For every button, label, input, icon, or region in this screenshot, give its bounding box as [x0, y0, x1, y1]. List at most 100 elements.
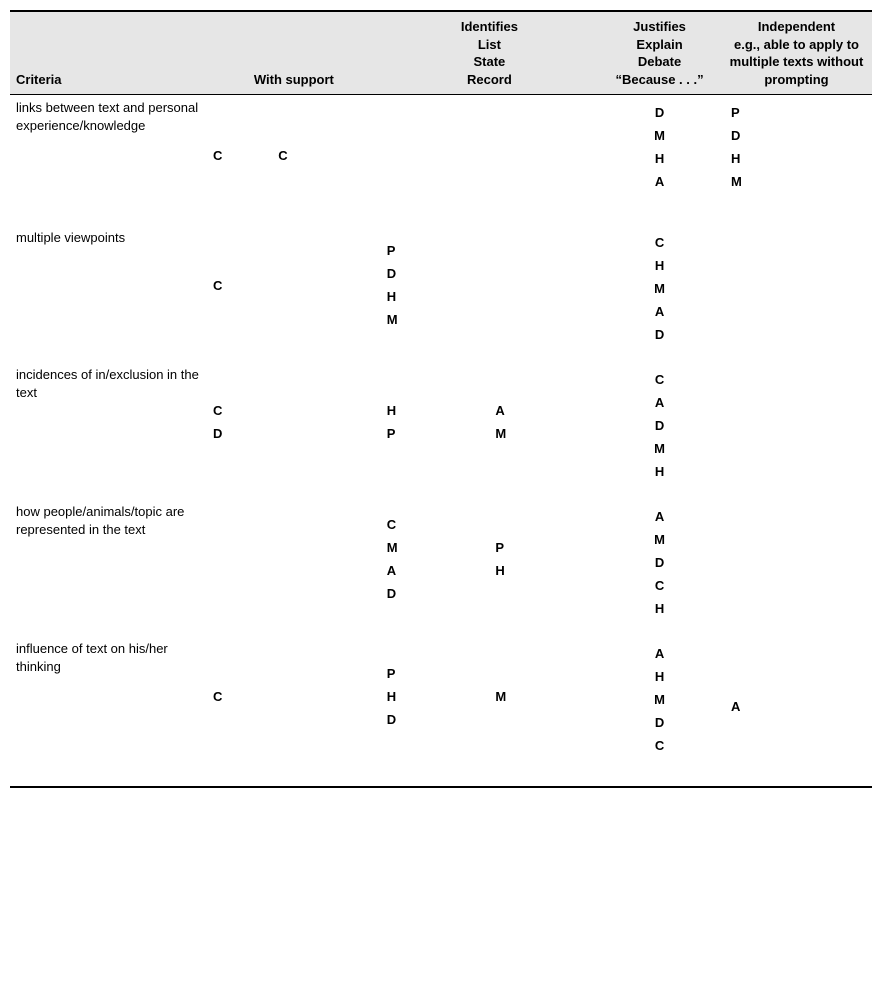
identifies-a-stack-item: H	[387, 289, 396, 304]
col-identifies-l2: List	[387, 36, 592, 54]
support-col-b	[272, 225, 380, 362]
identifies-b-stack-item: A	[495, 403, 504, 418]
identifies-a-stack: CMAD	[387, 509, 484, 609]
support-col-b	[272, 636, 380, 787]
support-b-stack-item: C	[278, 148, 287, 163]
identifies-a-stack-item: P	[387, 426, 396, 441]
justifies-stack-item: C	[655, 372, 664, 387]
identifies-a-stack-item: M	[387, 312, 398, 327]
justifies-stack-item: C	[655, 738, 664, 753]
support-b-stack: C	[278, 105, 374, 205]
justifies-stack-item: H	[655, 258, 664, 273]
identifies-col-a	[381, 95, 490, 226]
col-justifies-l4: “Because . . .”	[604, 71, 715, 89]
identifies-b-stack-item: M	[495, 689, 506, 704]
justifies-stack-item: D	[655, 715, 664, 730]
support-b-stack	[278, 235, 374, 335]
independent-stack-item: H	[731, 151, 740, 166]
criteria-cell: multiple viewpoints	[10, 225, 207, 362]
support-col-a: C	[207, 95, 272, 226]
criteria-cell: influence of text on his/her thinking	[10, 636, 207, 787]
support-col-b	[272, 362, 380, 499]
justifies-col: CADMH	[598, 362, 721, 499]
support-a-stack	[213, 509, 266, 609]
identifies-a-stack-item: M	[387, 540, 398, 555]
independent-col	[721, 225, 872, 362]
justifies-stack-item: H	[655, 151, 664, 166]
col-justifies: Justifies Explain Debate “Because . . .”	[598, 11, 721, 95]
justifies-stack: CADMH	[650, 372, 670, 479]
col-independent-l2: e.g., able to apply to	[727, 36, 866, 54]
justifies-stack-item: M	[654, 441, 665, 456]
identifies-b-stack	[495, 105, 592, 205]
identifies-a-stack-item: P	[387, 666, 396, 681]
col-justifies-l3: Debate	[604, 53, 715, 71]
justifies-stack-item: D	[655, 555, 664, 570]
identifies-a-stack-item: P	[387, 243, 396, 258]
support-col-a: C	[207, 225, 272, 362]
col-identifies-l1: Identifies	[387, 18, 592, 36]
identifies-b-stack: PH	[495, 509, 592, 609]
justifies-col: AMDCH	[598, 499, 721, 636]
justifies-stack-item: D	[655, 327, 664, 342]
justifies-col: AHMDC	[598, 636, 721, 787]
support-a-stack: C	[213, 105, 266, 205]
support-a-stack-item: C	[213, 403, 222, 418]
identifies-col-b	[489, 225, 598, 362]
identifies-a-stack-item: H	[387, 403, 396, 418]
identifies-b-stack-item: P	[495, 540, 504, 555]
col-independent-l1: Independent	[727, 18, 866, 36]
identifies-a-stack: PHD	[387, 646, 484, 746]
justifies-stack-item: D	[655, 418, 664, 433]
justifies-stack-item: M	[654, 532, 665, 547]
support-a-stack-item: C	[213, 278, 222, 293]
support-a-stack: CD	[213, 372, 266, 472]
justifies-stack-item: D	[655, 105, 664, 120]
support-col-a	[207, 499, 272, 636]
justifies-stack-item: H	[655, 464, 664, 479]
col-justifies-l2: Explain	[604, 36, 715, 54]
col-identifies-l3: State	[387, 53, 592, 71]
identifies-b-stack-item: H	[495, 563, 504, 578]
identifies-a-stack: PDHM	[387, 235, 484, 335]
justifies-stack-item: H	[655, 669, 664, 684]
col-justifies-l1: Justifies	[604, 18, 715, 36]
justifies-stack: DMHA	[650, 105, 670, 189]
support-b-stack	[278, 646, 374, 746]
justifies-stack-item: M	[654, 128, 665, 143]
identifies-col-a: CMAD	[381, 499, 490, 636]
identifies-a-stack-item: D	[387, 586, 396, 601]
criteria-table: Criteria With support Identifies List St…	[10, 10, 872, 788]
justifies-stack-item: H	[655, 601, 664, 616]
independent-stack-item: P	[731, 105, 740, 120]
identifies-col-b: AM	[489, 362, 598, 499]
col-independent-l3: multiple texts without	[727, 53, 866, 71]
identifies-col-a: PDHM	[381, 225, 490, 362]
col-identifies: Identifies List State Record	[381, 11, 598, 95]
independent-stack-item: A	[731, 699, 740, 714]
criteria-cell: how people/animals/topic are represented…	[10, 499, 207, 636]
identifies-col-a: PHD	[381, 636, 490, 787]
justifies-col: DMHA	[598, 95, 721, 226]
identifies-b-stack	[495, 235, 592, 335]
justifies-stack: AHMDC	[650, 646, 670, 753]
independent-stack-item: D	[731, 128, 740, 143]
identifies-a-stack-item: D	[387, 712, 396, 727]
independent-col	[721, 362, 872, 499]
independent-stack-item: M	[731, 174, 742, 189]
justifies-stack-item: M	[654, 692, 665, 707]
identifies-a-stack-item: C	[387, 517, 396, 532]
justifies-stack-item: A	[655, 304, 664, 319]
identifies-col-b	[489, 95, 598, 226]
col-independent-l4: prompting	[727, 71, 866, 89]
table-row: influence of text on his/her thinkingCPH…	[10, 636, 872, 787]
table-row: incidences of in/exclusion in the textCD…	[10, 362, 872, 499]
justifies-stack-item: A	[655, 509, 664, 524]
table-row: how people/animals/topic are represented…	[10, 499, 872, 636]
support-a-stack: C	[213, 646, 266, 746]
table-row: multiple viewpointsCPDHMCHMAD	[10, 225, 872, 362]
justifies-stack-item: C	[655, 578, 664, 593]
justifies-stack-item: A	[655, 395, 664, 410]
support-a-stack-item: D	[213, 426, 222, 441]
support-col-a: C	[207, 636, 272, 787]
